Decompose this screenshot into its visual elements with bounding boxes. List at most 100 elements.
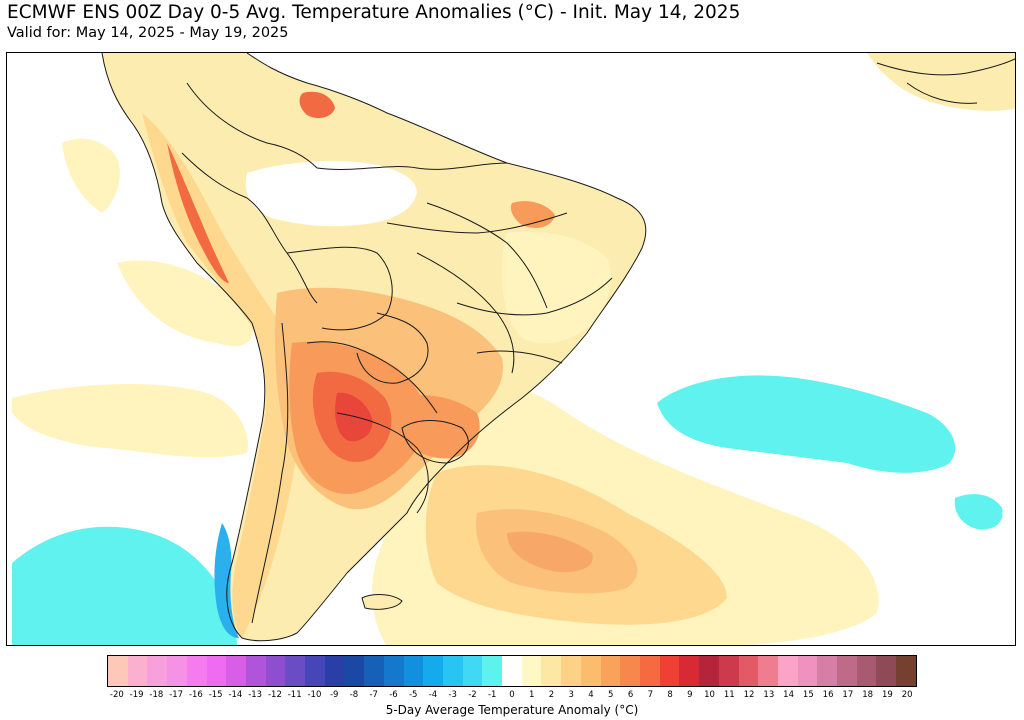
colorbar-tick-labels: -20 -19 -18 -17 -16 -15 -14 -13 -12 -11 -10 -9 -8 -7-… bbox=[107, 690, 917, 702]
colorbar-cell bbox=[186, 656, 207, 686]
colorbar-tick-label: -16 bbox=[188, 690, 203, 700]
colorbar-tick-label: 17 bbox=[842, 690, 854, 700]
pacific-cold-patch-sw bbox=[12, 526, 237, 645]
colorbar-cell bbox=[305, 656, 325, 686]
colorbar-cell bbox=[167, 656, 187, 686]
colorbar-cell bbox=[699, 656, 719, 686]
border-brazil-north bbox=[316, 162, 508, 170]
colorbar-tick-label: -8 bbox=[349, 690, 359, 700]
colorbar-cell bbox=[462, 656, 483, 686]
falklands-outline bbox=[361, 594, 403, 610]
pacific-warm-patch-south bbox=[12, 383, 248, 458]
colorbar-cell bbox=[245, 656, 266, 686]
colorbar-label: 5-Day Average Temperature Anomaly (°C) bbox=[385, 703, 639, 717]
colorbar-tick-label: 1 bbox=[529, 690, 535, 700]
colorbar-tick-label: -2 bbox=[468, 690, 477, 700]
map-canvas bbox=[12, 53, 1015, 645]
colorbar-tick-label: 10 bbox=[704, 690, 715, 700]
colorbar-cell bbox=[659, 656, 680, 686]
colorbar-tick-label: -13 bbox=[248, 690, 263, 700]
colorbar-tick-label: -18 bbox=[149, 690, 164, 700]
colorbar-cell bbox=[777, 656, 798, 686]
colorbar-tick-label: 12 bbox=[743, 690, 755, 700]
colorbar-tick-label: 2 bbox=[548, 690, 555, 700]
colorbar-cell bbox=[541, 656, 562, 686]
amazon-white-region bbox=[245, 161, 417, 227]
page-title: ECMWF ENS 00Z Day 0-5 Avg. Temperature A… bbox=[7, 2, 741, 23]
border-peru-brazil bbox=[246, 197, 318, 304]
border-bolivia bbox=[286, 246, 393, 331]
brazil-ne-warm-spot bbox=[510, 201, 555, 228]
border-argentina-north bbox=[306, 341, 438, 414]
venezuela-hot-spot bbox=[299, 91, 335, 119]
colorbar-tick-label: -11 bbox=[287, 690, 302, 700]
colorbar-cell bbox=[364, 656, 384, 686]
border-brazil-states-1 bbox=[426, 202, 548, 309]
colorbar-cell bbox=[423, 656, 443, 686]
andes-warm-band bbox=[142, 113, 303, 638]
argentina-hottest-core bbox=[335, 392, 373, 442]
colorbar-cell bbox=[837, 656, 857, 686]
colorbar-cell bbox=[797, 656, 818, 686]
colorbar-tick-label: 4 bbox=[588, 690, 594, 700]
falklands bbox=[362, 594, 402, 610]
colorbar-tick-label: -12 bbox=[267, 690, 282, 700]
colorbar-cell bbox=[738, 656, 759, 686]
uruguay-warm bbox=[396, 395, 480, 459]
colorbar-cell bbox=[383, 656, 404, 686]
border-brazil-states-5 bbox=[476, 350, 563, 364]
colorbar-cell bbox=[403, 656, 424, 686]
colorbar-tick-label: -5 bbox=[408, 690, 418, 700]
colorbar-cell bbox=[344, 656, 365, 686]
border-colombia-peru bbox=[181, 152, 248, 199]
colorbar-tick-label: -1 bbox=[487, 690, 497, 700]
colorbar-tick-label: -20 bbox=[109, 690, 124, 700]
brazil-east-pale bbox=[502, 231, 611, 344]
anomaly-map bbox=[6, 52, 1016, 646]
colorbar-tick-label: 15 bbox=[802, 690, 814, 700]
colorbar-tick-label: 0 bbox=[509, 690, 515, 700]
colorbar-tick-label: 9 bbox=[687, 690, 693, 700]
border-argentina-chile bbox=[251, 322, 289, 624]
africa-borders bbox=[876, 58, 1015, 104]
colorbar-tick-label: -9 bbox=[329, 690, 339, 700]
border-paraguay bbox=[356, 312, 429, 384]
border-brazil-states-3 bbox=[386, 212, 568, 234]
andes-north-warm-streak bbox=[167, 143, 229, 283]
patagonia-cold-strip bbox=[214, 523, 239, 638]
colorbar-cell bbox=[561, 656, 581, 686]
colorbar-tick-label: 3 bbox=[568, 690, 574, 700]
border-uruguay bbox=[401, 420, 469, 464]
colorbar-cell bbox=[600, 656, 621, 686]
colorbar-cell bbox=[324, 656, 345, 686]
colorbar-tick-label: -4 bbox=[428, 690, 438, 700]
colorbar-cell bbox=[521, 656, 542, 686]
colorbar-tick-label: 11 bbox=[723, 690, 735, 700]
colorbar-cell bbox=[442, 656, 463, 686]
colorbar-tick-label: -19 bbox=[129, 690, 144, 700]
continent-layer bbox=[102, 53, 1015, 641]
colorbar-cell bbox=[127, 656, 148, 686]
atlantic-warm-core-3 bbox=[507, 531, 593, 573]
colorbar-cell bbox=[206, 656, 227, 686]
colorbar bbox=[107, 655, 917, 687]
valid-period: Valid for: May 14, 2025 - May 19, 2025 bbox=[7, 25, 289, 41]
colorbar-cell bbox=[147, 656, 168, 686]
colorbar-cell bbox=[265, 656, 286, 686]
colorbar-tick-label: -14 bbox=[228, 690, 243, 700]
pacific-warm-patch-north bbox=[62, 138, 120, 213]
colorbar-tick-label: 13 bbox=[763, 690, 775, 700]
colorbar-cell bbox=[896, 656, 916, 686]
border-brazil-states-4 bbox=[456, 277, 613, 316]
colorbar-cell bbox=[620, 656, 640, 686]
colorbar-cell bbox=[226, 656, 246, 686]
colorbar-cell bbox=[108, 656, 128, 686]
colorbar-tick-label: 6 bbox=[627, 690, 634, 700]
pacific-warm-patch-mid bbox=[117, 260, 253, 347]
colorbar-tick-label: 7 bbox=[647, 690, 653, 700]
colorbar-cell bbox=[876, 656, 897, 686]
coastline-west bbox=[101, 53, 298, 642]
colorbar-tick-label: 19 bbox=[881, 690, 893, 700]
colorbar-cell bbox=[817, 656, 838, 686]
colorbar-cell bbox=[502, 656, 522, 686]
